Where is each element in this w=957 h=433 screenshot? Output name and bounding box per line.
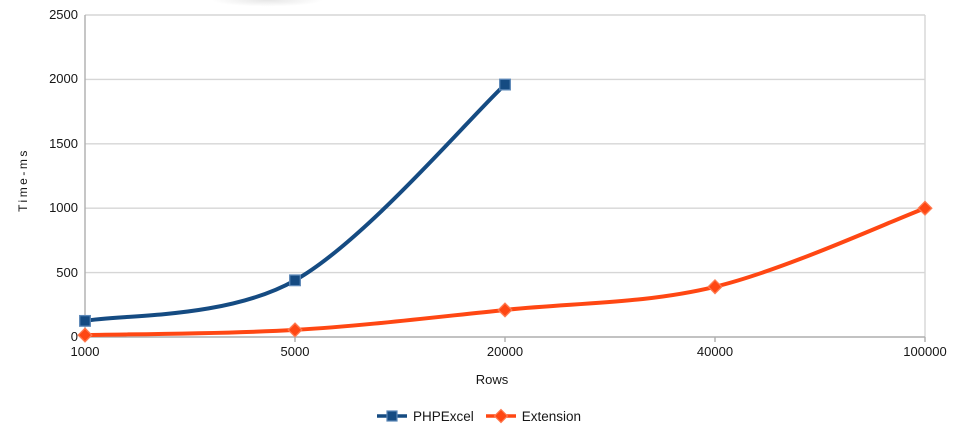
- legend: PHPExcel Extension: [0, 405, 957, 427]
- data-point-extension-4: [917, 200, 933, 216]
- y-axis-title: Time-ms: [16, 148, 30, 212]
- x-tick-label-5000: 5000: [280, 344, 310, 359]
- data-point-extension-3: [707, 279, 723, 295]
- data-point-extension-1: [287, 322, 303, 338]
- legend-marker-square-icon: [376, 410, 407, 422]
- legend-item-phpexcel: PHPExcel: [376, 409, 474, 424]
- data-point-phpexcel-0: [79, 314, 91, 327]
- y-tick-label-0: 0: [70, 329, 78, 344]
- y-tick-label-500: 500: [56, 264, 78, 280]
- data-point-extension-2: [497, 302, 513, 318]
- x-tick-label-100000: 100000: [903, 344, 947, 359]
- legend-label-phpexcel: PHPExcel: [412, 408, 474, 424]
- data-point-phpexcel-2: [499, 78, 511, 91]
- x-axis-title: Rows: [475, 372, 509, 387]
- data-point-extension-0: [77, 327, 93, 343]
- y-tick-label-1500: 1500: [49, 135, 78, 151]
- data-point-phpexcel-1: [289, 274, 301, 287]
- series-line-phpexcel: [83, 82, 507, 323]
- y-tick-label-2000: 2000: [49, 71, 78, 87]
- x-tick-label-1000: 1000: [70, 344, 100, 359]
- legend-item-extension: Extension: [485, 409, 581, 424]
- legend-marker-diamond-icon: [485, 408, 516, 424]
- x-tick-label-20000: 20000: [486, 344, 524, 359]
- y-tick-label-1000: 1000: [49, 200, 78, 216]
- y-tick-label-2500: 2500: [49, 7, 78, 22]
- x-tick-label-40000: 40000: [696, 344, 734, 359]
- legend-label-extension: Extension: [521, 408, 582, 424]
